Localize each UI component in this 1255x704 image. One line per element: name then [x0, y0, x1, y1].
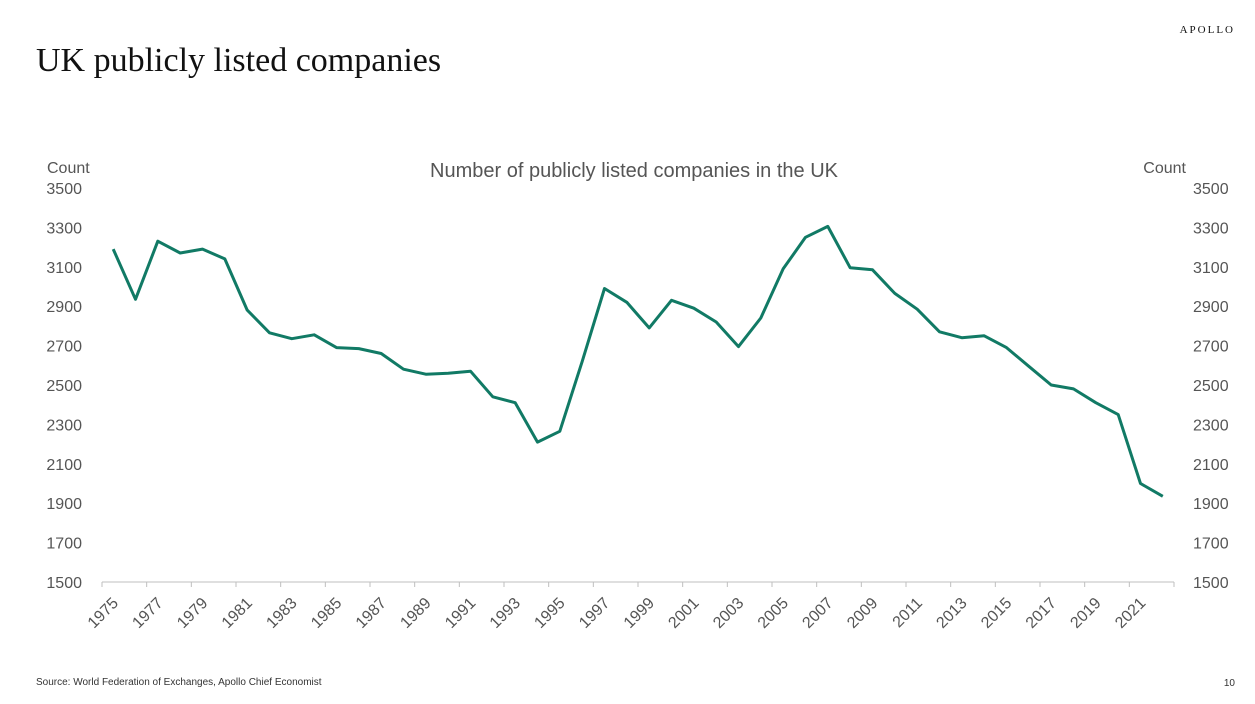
y-tick-label-left: 2700	[46, 339, 82, 356]
series-line	[111, 224, 1164, 498]
y-tick-label-right: 3500	[1193, 181, 1229, 198]
x-tick-label: 2009	[844, 595, 881, 632]
x-tick-label: 1993	[487, 595, 524, 632]
y-tick-label-left: 1700	[46, 536, 82, 553]
y-tick-label-right: 1900	[1193, 496, 1229, 513]
x-tick-label: 2017	[1023, 595, 1060, 632]
x-tick-label: 2011	[890, 595, 926, 631]
x-tick-label: 1999	[621, 595, 658, 632]
y-tick-label-right: 2900	[1193, 299, 1229, 316]
x-tick-label: 2005	[755, 595, 792, 632]
x-tick-label: 2007	[799, 595, 836, 632]
y-tick-label-left: 3100	[46, 260, 82, 277]
y-axis-label-left: Count	[47, 160, 90, 177]
y-tick-label-right: 1700	[1193, 536, 1229, 553]
x-tick-label: 1975	[85, 595, 122, 632]
chart-title: Number of publicly listed companies in t…	[430, 160, 839, 182]
x-tick-label: 1985	[308, 595, 345, 632]
y-tick-label-right: 2300	[1193, 417, 1229, 434]
x-tick-label: 2003	[710, 595, 747, 632]
x-tick-label: 2019	[1067, 595, 1104, 632]
x-tick-label: 1987	[353, 595, 390, 632]
y-ticks-left: 1500 1700 1900 2100 2300 2500 2700 2900 3100 3300…	[46, 181, 82, 592]
y-tick-label-right: 1500	[1193, 575, 1229, 592]
x-tick-label: 1995	[531, 595, 568, 632]
y-tick-label-right: 2500	[1193, 378, 1229, 395]
x-tick-label: 2001	[665, 595, 702, 632]
y-tick-label-left: 1900	[46, 496, 82, 513]
brand-logo-text: APOLLO	[1179, 24, 1235, 36]
y-tick-label-right: 2700	[1193, 339, 1229, 356]
x-tick-label: 1979	[174, 595, 211, 632]
y-tick-label-left: 2500	[46, 378, 82, 395]
x-tick-label: 2021	[1112, 595, 1149, 632]
series-group	[111, 224, 1164, 498]
y-tick-label-left: 2100	[46, 457, 82, 474]
x-tick-label: 1997	[576, 595, 613, 632]
page-number: 10	[1223, 678, 1235, 689]
x-tick-label: 1983	[263, 595, 300, 632]
x-axis: 1975 1977 1979 1981 1983 1985 1987 1989 1991 1993…	[85, 581, 1175, 632]
x-tick-label: 2015	[978, 595, 1015, 632]
y-tick-label-right: 3100	[1193, 260, 1229, 277]
slide-title: UK publicly listed companies	[36, 42, 442, 79]
source-note: Source: World Federation of Exchanges, A…	[36, 677, 322, 688]
y-tick-label-left: 2300	[46, 417, 82, 434]
x-tick-label: 1991	[442, 595, 479, 632]
y-axis-label-right: Count	[1143, 160, 1186, 177]
y-tick-label-left: 3500	[46, 181, 82, 198]
y-tick-label-left: 3300	[46, 220, 82, 237]
x-tick-label: 2013	[933, 595, 970, 632]
x-tick-label: 1989	[397, 595, 434, 632]
y-tick-label-right: 3300	[1193, 220, 1229, 237]
y-tick-label-left: 1500	[46, 575, 82, 592]
x-tick-label: 1977	[129, 595, 166, 632]
x-tick-label: 1981	[219, 595, 256, 632]
y-ticks-right: 1500 1700 1900 2100 2300 2500 2700 2900 3100 3300…	[1193, 181, 1229, 592]
y-tick-label-right: 2100	[1193, 457, 1229, 474]
y-tick-label-left: 2900	[46, 299, 82, 316]
